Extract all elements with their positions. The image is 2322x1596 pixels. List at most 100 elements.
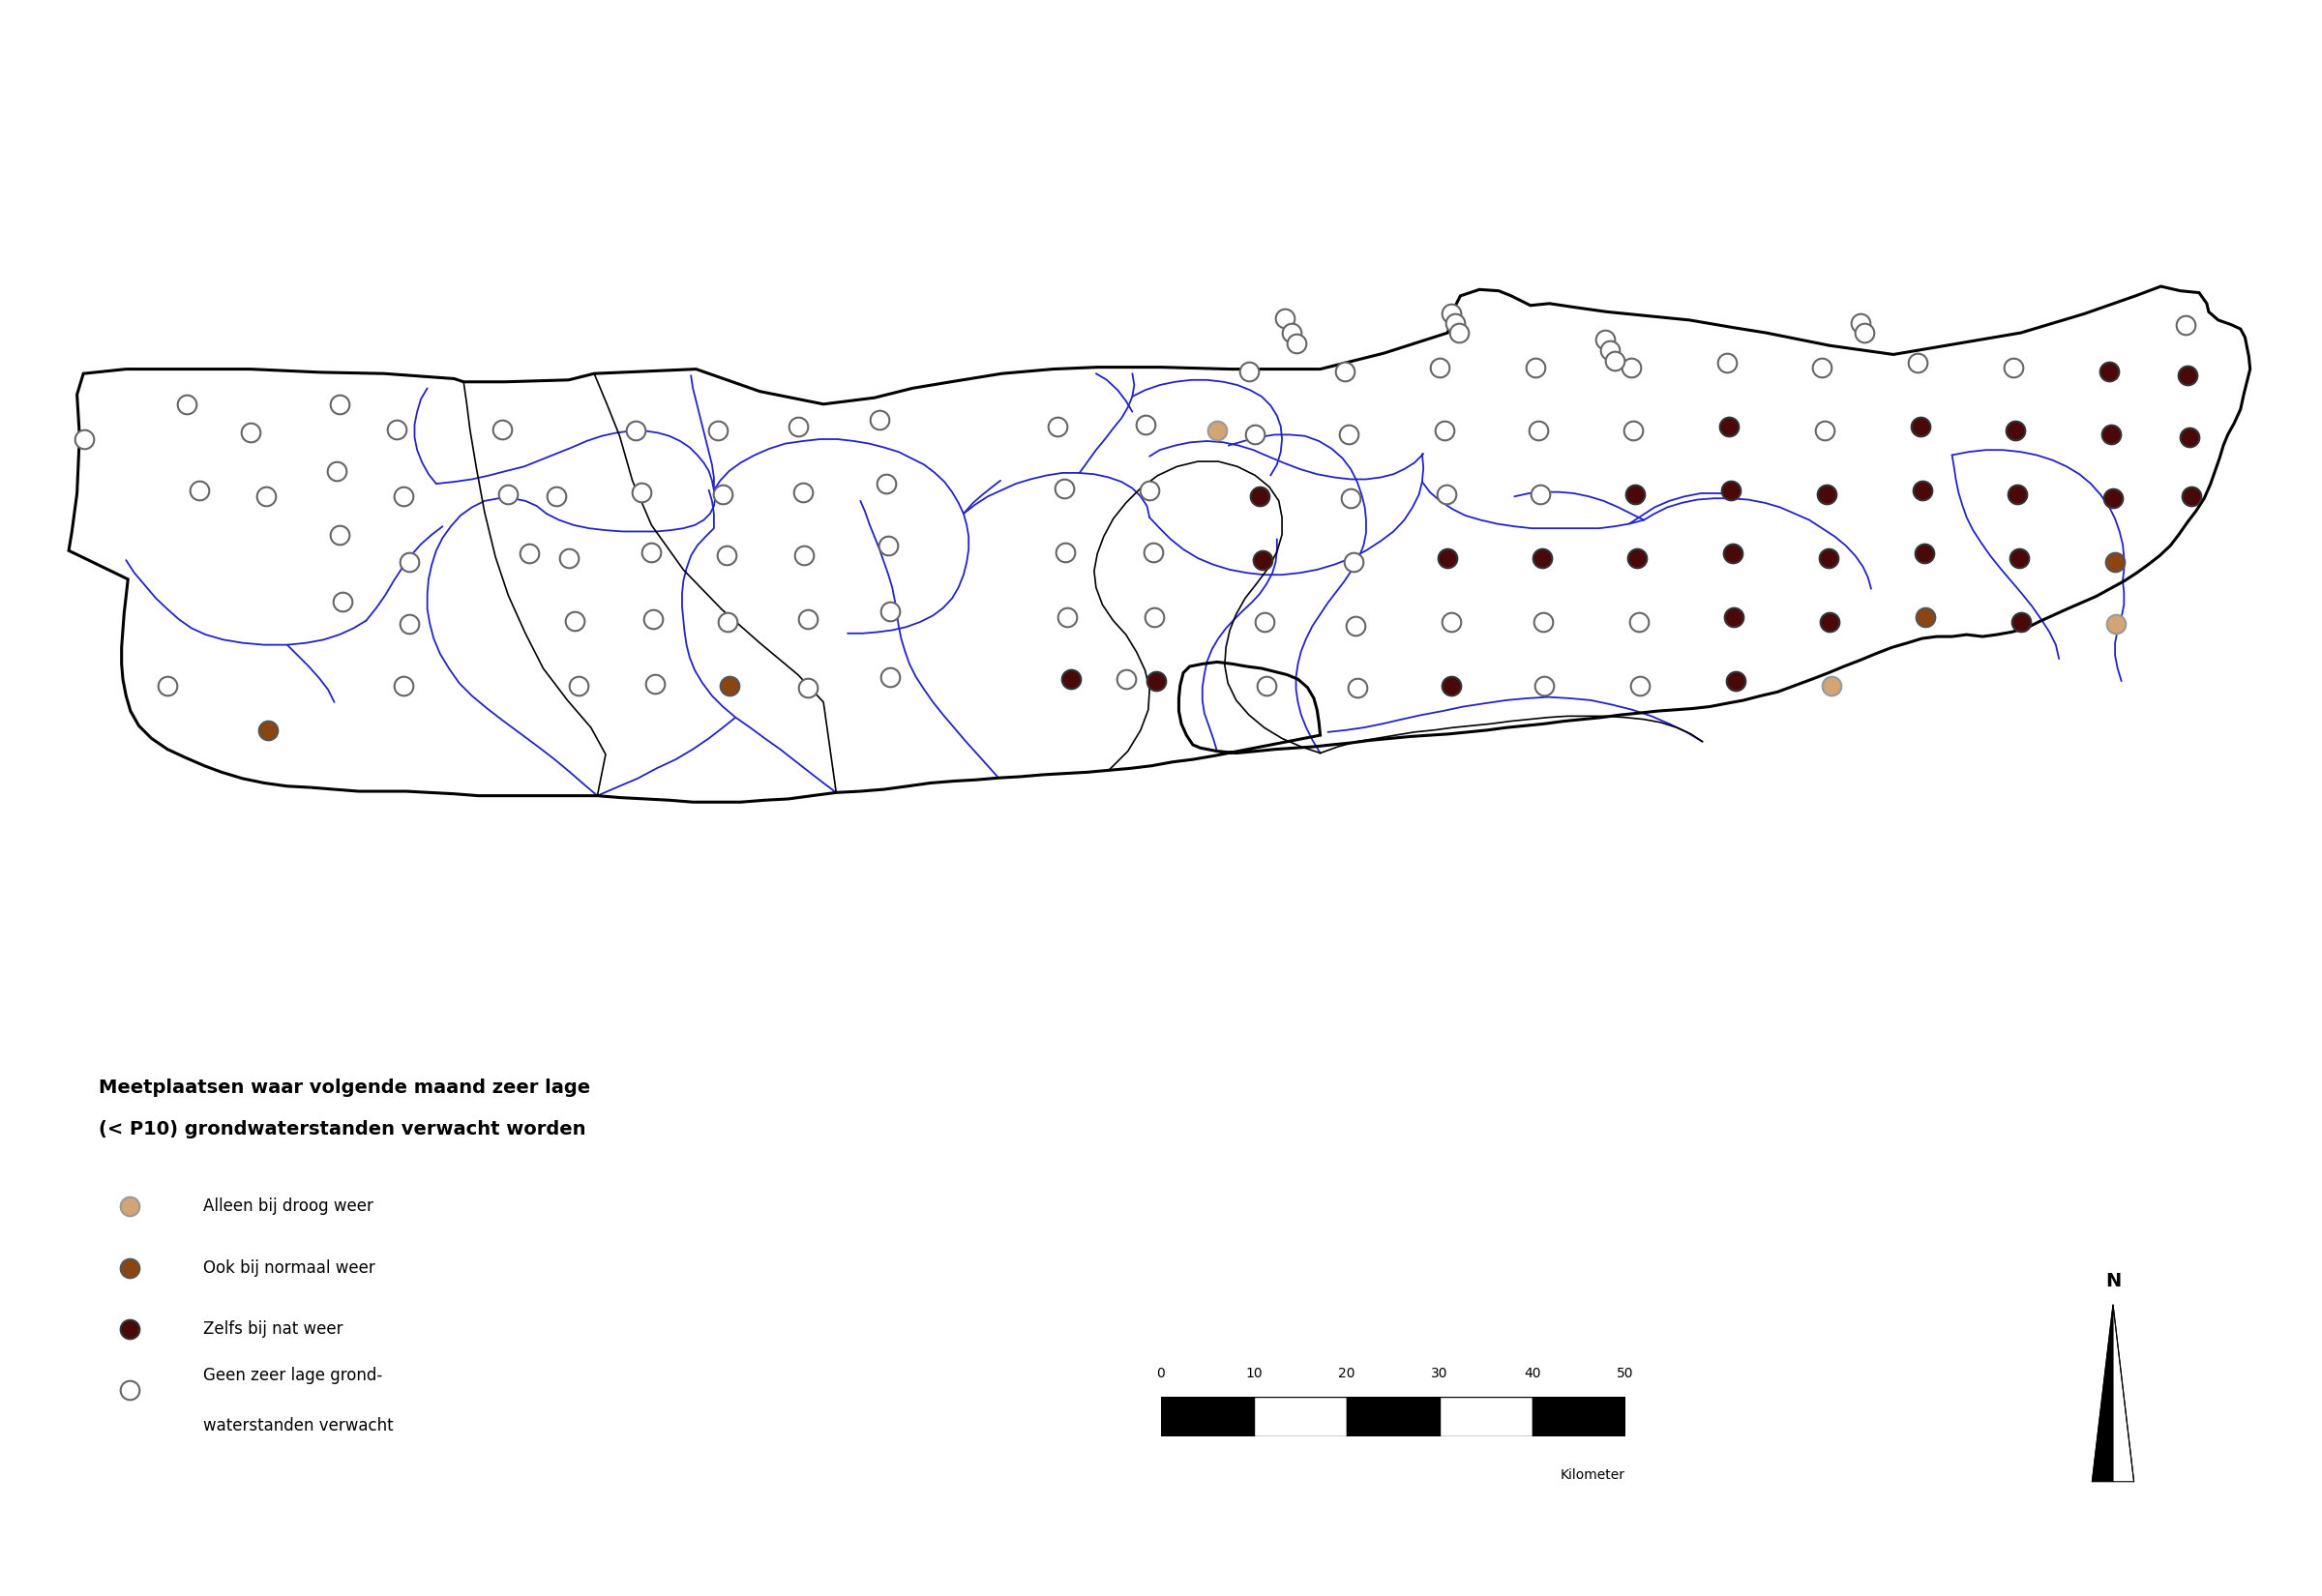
Text: 30: 30 [1430,1368,1449,1381]
Point [1337,613,1375,638]
Point [704,482,741,508]
Point [1999,482,2036,508]
Point [2169,362,2206,388]
Point [1247,674,1284,699]
Point [1040,413,1077,439]
Text: 10: 10 [1245,1368,1263,1381]
Point [1846,321,1883,346]
Point [483,417,520,442]
Point [248,717,286,742]
Point [1809,482,1846,508]
Point [1516,354,1553,380]
Point [1245,547,1282,573]
Point [861,407,899,433]
Point [636,672,673,697]
Text: 0: 0 [1156,1368,1166,1381]
Point [871,533,908,559]
Point [2097,611,2134,637]
Bar [1254,1396,1347,1436]
Point [1711,413,1748,439]
Point [378,417,416,442]
Point [1813,674,1851,699]
Point [111,1254,149,1280]
Point [2166,311,2204,337]
Point [1126,412,1163,437]
Point [1526,674,1563,699]
Point [390,549,427,575]
Polygon shape [2113,1306,2134,1481]
Point [708,610,745,635]
Point [385,484,423,509]
Point [1586,327,1623,353]
Point [385,674,423,699]
Point [1138,669,1175,694]
Point [65,426,102,452]
Point [789,606,827,632]
Point [708,543,745,568]
Bar [1347,1396,1440,1436]
Point [1335,549,1372,575]
Point [1272,321,1310,346]
Point [181,477,218,503]
Point [550,546,587,571]
Point [1437,310,1474,335]
Point [1804,354,1841,380]
Point [318,458,355,484]
Text: N: N [2106,1272,2120,1291]
Point [1421,354,1458,380]
Bar [1440,1396,1533,1436]
Point [780,413,817,439]
Text: Zelfs bij nat weer: Zelfs bij nat weer [204,1320,344,1337]
Point [785,543,822,568]
Text: Ook bij normaal weer: Ook bij normaal weer [204,1259,376,1277]
Point [1902,413,1939,439]
Point [1047,539,1084,565]
Point [1523,546,1560,571]
Bar [1533,1396,1625,1436]
Point [1904,477,1941,503]
Point [1711,477,1748,503]
Text: 50: 50 [1616,1368,1635,1381]
Point [1995,354,2032,380]
Point [1433,302,1470,327]
Point [1238,421,1275,447]
Point [1807,418,1844,444]
Point [536,484,574,509]
Point [2002,610,2039,635]
Point [1052,667,1089,693]
Point [1326,358,1363,383]
Point [1333,485,1370,511]
Point [1045,476,1082,501]
Point [871,664,908,689]
Point [1428,482,1465,508]
Point [1242,484,1279,509]
Point [1521,482,1558,508]
Point [1135,605,1173,630]
Point [1714,541,1751,567]
Point [1611,354,1649,380]
Point [1709,350,1746,375]
Point [1265,305,1303,330]
Point [1198,418,1235,444]
Point [490,482,527,508]
Point [871,598,908,624]
Point [1621,610,1658,635]
Text: 20: 20 [1337,1368,1356,1381]
Point [2094,485,2132,511]
Point [1618,546,1656,571]
Point [320,522,358,547]
Point [1899,350,1937,375]
Point [2171,425,2208,450]
Point [785,479,822,504]
Point [618,418,655,444]
Point [2173,484,2211,509]
Point [1519,418,1556,444]
Point [1811,610,1848,635]
Point [789,675,827,701]
Point [111,1317,149,1342]
Point [149,674,186,699]
Bar [1161,1396,1254,1436]
Point [111,1194,149,1219]
Point [325,589,362,614]
Point [1591,337,1628,362]
